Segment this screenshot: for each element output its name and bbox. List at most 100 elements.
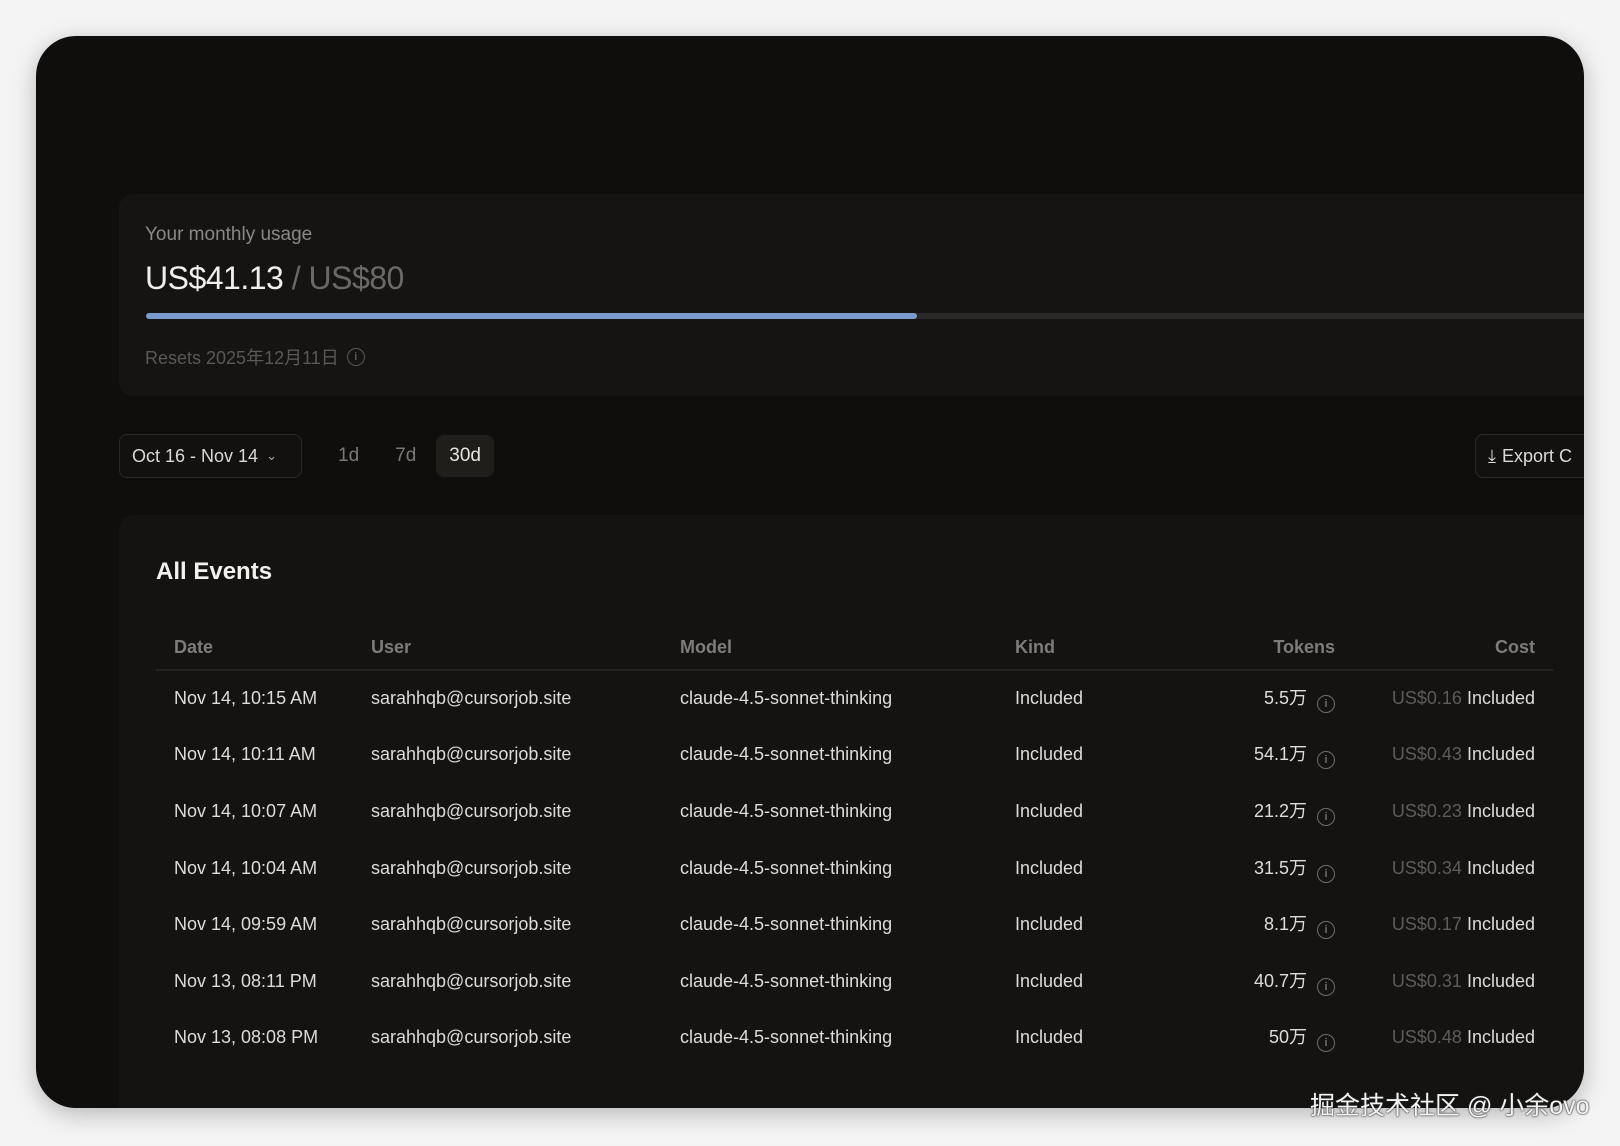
events-title: All Events: [156, 558, 273, 585]
usage-limit: / US$80: [291, 260, 405, 296]
cell-tokens: 31.5万 i: [1153, 840, 1353, 897]
tokens-value: 31.5万: [1253, 857, 1307, 878]
table-header: Date User Model Kind Tokens Cost: [156, 625, 1553, 671]
cell-model: claude-4.5-sonnet-thinking: [680, 970, 893, 991]
events-panel: All Events Date User Model Kind Tokens C…: [119, 515, 1584, 1108]
cost-value: US$0.17: [1391, 914, 1462, 935]
table-row[interactable]: Nov 14, 10:07 AM sarahhqb@cursorjob.site…: [156, 783, 1553, 840]
usage-card: Your monthly usage US$41.13 / US$80 Rese…: [119, 194, 1584, 396]
cell-tokens: 5.5万 i: [1153, 670, 1353, 727]
filter-bar: Oct 16 - Nov 14 ⌄ 1d 7d 30d: [119, 434, 494, 478]
info-icon[interactable]: i: [346, 348, 365, 366]
cost-status: Included: [1466, 970, 1535, 991]
export-button[interactable]: ⤓ Export C: [1475, 434, 1584, 478]
resets-text: Resets 2025年12月11日: [145, 348, 339, 368]
cost-value: US$0.43: [1391, 744, 1462, 765]
cell-user: sarahhqb@cursorjob.site: [371, 800, 572, 821]
cost-status: Included: [1466, 1027, 1535, 1048]
cell-cost: US$0.48 Included: [1353, 1010, 1553, 1067]
chevron-down-icon: ⌄: [266, 448, 277, 463]
cell-user: sarahhqb@cursorjob.site: [371, 914, 572, 935]
resets-info: Resets 2025年12月11日 i: [145, 344, 365, 370]
tokens-value: 40.7万: [1253, 970, 1307, 991]
col-cost: Cost: [1353, 625, 1553, 671]
info-icon[interactable]: i: [1317, 695, 1335, 714]
cell-date: Nov 13, 08:08 PM: [174, 1027, 319, 1048]
cell-user: sarahhqb@cursorjob.site: [371, 1027, 572, 1048]
cell-date: Nov 14, 10:04 AM: [174, 857, 318, 878]
cost-value: US$0.34: [1391, 857, 1462, 878]
info-icon[interactable]: i: [1317, 864, 1335, 883]
cell-model: claude-4.5-sonnet-thinking: [680, 744, 893, 765]
range-30d-button[interactable]: 30d: [436, 435, 494, 477]
cell-kind: Included: [1015, 857, 1084, 878]
date-range-dropdown[interactable]: Oct 16 - Nov 14 ⌄: [119, 434, 302, 478]
info-icon[interactable]: i: [1317, 977, 1335, 996]
cell-kind: Included: [1015, 914, 1084, 935]
info-icon[interactable]: i: [1317, 921, 1335, 940]
cell-user: sarahhqb@cursorjob.site: [371, 744, 572, 765]
cost-value: US$0.48: [1391, 1027, 1462, 1048]
tokens-value: 21.2万: [1253, 800, 1307, 821]
usage-progress-fill: [146, 313, 917, 319]
cost-value: US$0.31: [1391, 970, 1462, 991]
range-1d-button[interactable]: 1d: [338, 445, 360, 466]
cell-user: sarahhqb@cursorjob.site: [371, 970, 572, 991]
cell-model: claude-4.5-sonnet-thinking: [680, 857, 893, 878]
cell-tokens: 50万 i: [1153, 1010, 1353, 1067]
cell-date: Nov 14, 09:59 AM: [174, 914, 318, 935]
cell-date: Nov 14, 10:11 AM: [174, 744, 316, 765]
table-row[interactable]: Nov 14, 10:04 AM sarahhqb@cursorjob.site…: [156, 840, 1553, 897]
cost-value: US$0.16: [1391, 688, 1462, 709]
date-range-label: Oct 16 - Nov 14: [132, 445, 259, 466]
cell-cost: US$0.34 Included: [1353, 840, 1553, 897]
cost-status: Included: [1466, 857, 1535, 878]
cost-status: Included: [1466, 800, 1535, 821]
range-7d-button[interactable]: 7d: [395, 445, 417, 466]
app-window: Your monthly usage US$41.13 / US$80 Rese…: [36, 36, 1584, 1108]
cell-kind: Included: [1015, 688, 1084, 709]
cell-tokens: 40.7万 i: [1153, 953, 1353, 1010]
cell-date: Nov 13, 08:11 PM: [174, 970, 317, 991]
cell-user: sarahhqb@cursorjob.site: [371, 688, 572, 709]
cell-kind: Included: [1015, 970, 1084, 991]
tokens-value: 50万: [1268, 1027, 1307, 1048]
cell-model: claude-4.5-sonnet-thinking: [680, 914, 893, 935]
cost-status: Included: [1466, 744, 1535, 765]
cell-tokens: 54.1万 i: [1153, 727, 1353, 784]
tokens-value: 5.5万: [1263, 688, 1307, 709]
cell-model: claude-4.5-sonnet-thinking: [680, 800, 893, 821]
cell-cost: US$0.31 Included: [1353, 953, 1553, 1010]
cell-cost: US$0.17 Included: [1353, 896, 1553, 953]
cell-tokens: 8.1万 i: [1153, 896, 1353, 953]
watermark: 掘金技术社区 @ 小余ovo: [1310, 1092, 1590, 1120]
info-icon[interactable]: i: [1317, 1034, 1335, 1053]
usage-label: Your monthly usage: [145, 224, 313, 245]
table-row[interactable]: Nov 13, 08:11 PM sarahhqb@cursorjob.site…: [156, 953, 1553, 1010]
usage-amount: US$41.13 / US$80: [145, 260, 404, 297]
cell-model: claude-4.5-sonnet-thinking: [680, 1027, 893, 1048]
col-model: Model: [662, 625, 997, 671]
cell-cost: US$0.23 Included: [1353, 783, 1553, 840]
info-icon[interactable]: i: [1317, 807, 1335, 826]
export-label: Export C: [1501, 445, 1572, 466]
cell-date: Nov 14, 10:07 AM: [174, 800, 318, 821]
cell-cost: US$0.43 Included: [1353, 727, 1553, 784]
tokens-value: 54.1万: [1253, 744, 1307, 765]
table-row[interactable]: Nov 14, 10:15 AM sarahhqb@cursorjob.site…: [156, 670, 1553, 727]
cell-date: Nov 14, 10:15 AM: [174, 688, 318, 709]
cost-status: Included: [1466, 688, 1535, 709]
cell-cost: US$0.16 Included: [1353, 670, 1553, 727]
cell-tokens: 21.2万 i: [1153, 783, 1353, 840]
cell-kind: Included: [1015, 744, 1084, 765]
table-row[interactable]: Nov 14, 10:11 AM sarahhqb@cursorjob.site…: [156, 727, 1553, 784]
cost-status: Included: [1466, 914, 1535, 935]
table-row[interactable]: Nov 13, 08:08 PM sarahhqb@cursorjob.site…: [156, 1010, 1553, 1067]
cell-kind: Included: [1015, 800, 1084, 821]
tokens-value: 8.1万: [1263, 914, 1307, 935]
download-icon: ⤓: [1488, 445, 1496, 466]
info-icon[interactable]: i: [1317, 751, 1335, 770]
cost-value: US$0.23: [1391, 800, 1462, 821]
table-row[interactable]: Nov 14, 09:59 AM sarahhqb@cursorjob.site…: [156, 896, 1553, 953]
usage-progress-bar: [146, 313, 1584, 319]
